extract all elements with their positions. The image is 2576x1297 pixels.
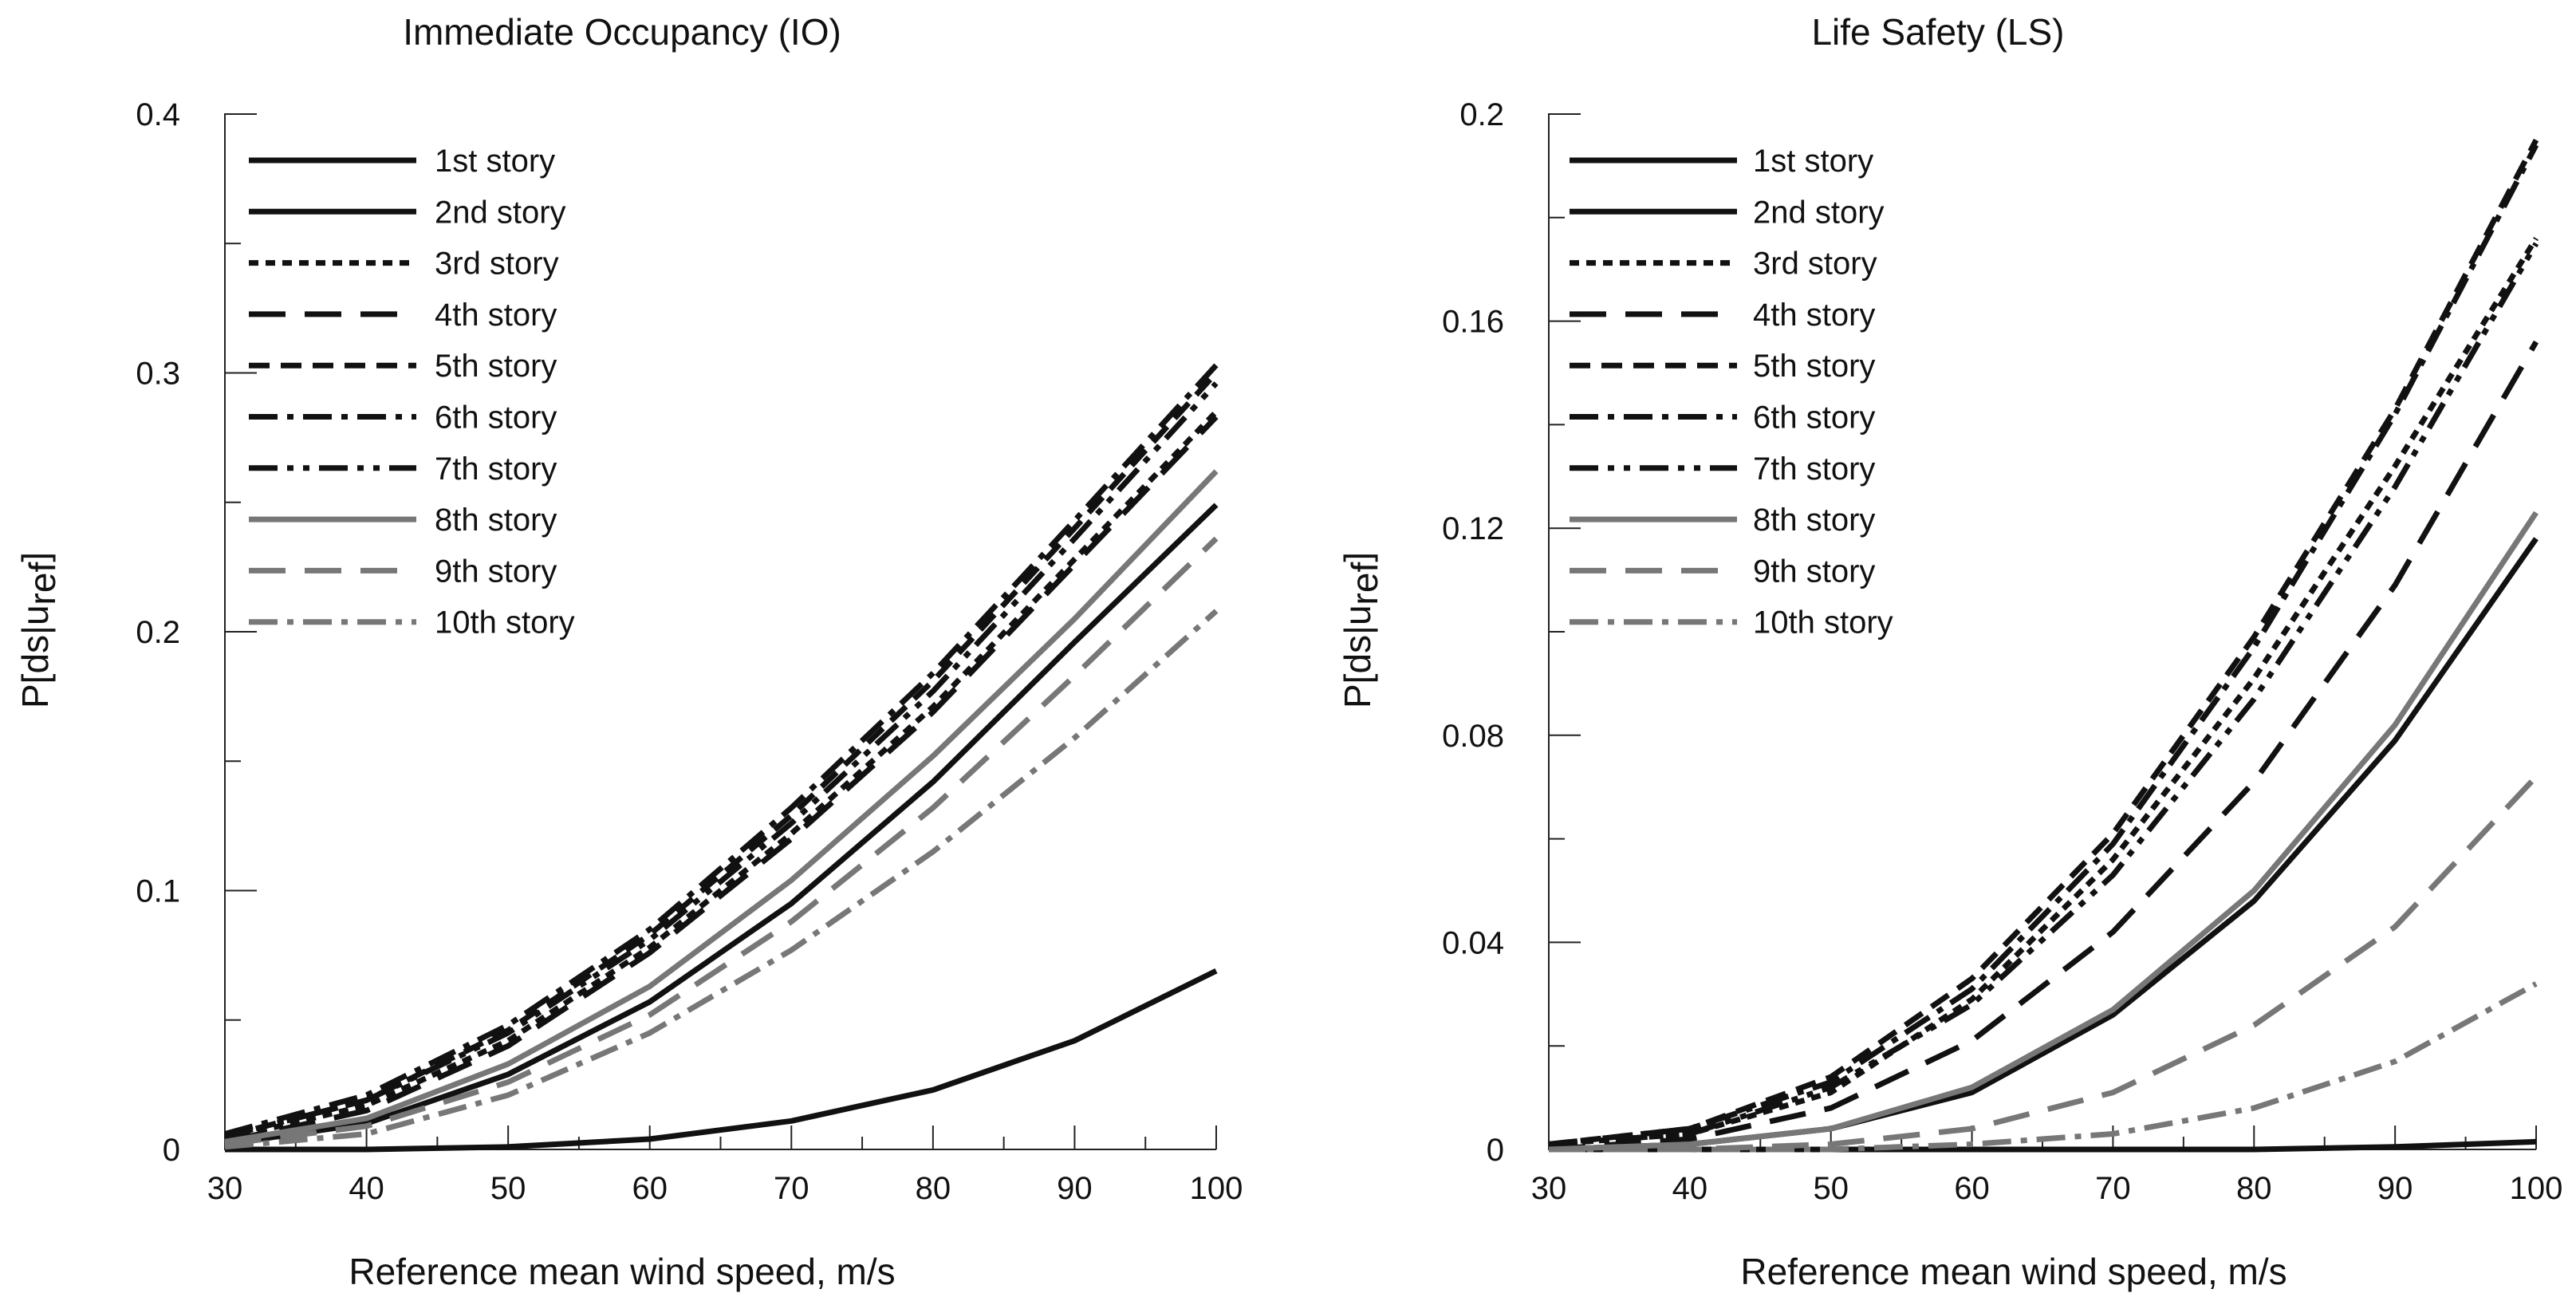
ls-legend-label-8: 8th story xyxy=(1753,503,1875,538)
io-legend-label-2: 2nd story xyxy=(435,195,566,230)
ls-legend-label-6: 6th story xyxy=(1753,400,1875,436)
ls-y-tick-label: 0.16 xyxy=(1442,305,1504,340)
io-x-axis-label: Reference mean wind speed, m/s xyxy=(349,1251,895,1292)
ls-y-tick-label: 0.04 xyxy=(1442,925,1504,960)
ls-legend-label-7: 7th story xyxy=(1753,451,1875,487)
ls-legend-label-9: 9th story xyxy=(1753,554,1875,589)
ls-chart-title: Life Safety (LS) xyxy=(1811,11,2064,53)
io-legend-label-7: 7th story xyxy=(435,451,557,487)
ls-x-tick-label: 30 xyxy=(1531,1171,1567,1206)
io-x-tick-label: 100 xyxy=(1190,1171,1243,1206)
ls-x-tick-label: 70 xyxy=(2095,1171,2131,1206)
io-y-tick-label: 0 xyxy=(163,1133,180,1168)
ls-series-line-2 xyxy=(1548,537,2539,1153)
io-x-tick-label: 40 xyxy=(349,1171,384,1206)
io-series-line-8 xyxy=(224,469,1219,1145)
ls-x-tick-label: 60 xyxy=(1954,1171,1990,1206)
ls-y-tick-label: 0.08 xyxy=(1442,719,1504,754)
io-x-tick-label: 70 xyxy=(774,1171,809,1206)
io-legend-label-10: 10th story xyxy=(435,605,575,641)
io-y-tick-label: 0.1 xyxy=(136,874,180,909)
io-legend-label-4: 4th story xyxy=(435,298,557,333)
ls-series-line-8 xyxy=(1548,511,2539,1153)
ls-series-line-10 xyxy=(1549,981,2538,1153)
io-legend-label-3: 3rd story xyxy=(435,246,559,282)
io-series-line-5 xyxy=(224,371,1219,1140)
io-legend-label-8: 8th story xyxy=(435,503,557,538)
ls-legend-label-5: 5th story xyxy=(1753,349,1875,384)
ls-legend-label-4: 4th story xyxy=(1753,298,1875,333)
ls-y-axis-label: P[ds|uref] xyxy=(1337,552,1385,708)
io-legend-label-5: 5th story xyxy=(435,349,557,384)
io-panel: Immediate Occupancy (IO) Reference mean … xyxy=(14,11,1243,1292)
ls-series-line-7 xyxy=(1548,242,2539,1147)
io-x-tick-label: 30 xyxy=(207,1171,243,1206)
io-y-axis-label: P[ds|uref] xyxy=(14,552,63,708)
io-series-line-3 xyxy=(224,409,1219,1142)
ls-panel: Life Safety (LS) Reference mean wind spe… xyxy=(1337,11,2562,1292)
io-series-line-10 xyxy=(224,609,1219,1150)
ls-series-line-6 xyxy=(1548,144,2539,1147)
ls-legend-label-3: 3rd story xyxy=(1753,246,1877,282)
ls-series-line-5 xyxy=(1548,138,2539,1147)
io-series-line-2 xyxy=(224,503,1219,1147)
ls-y-tick-label: 0 xyxy=(1487,1133,1504,1168)
ls-legend-label-1: 1st story xyxy=(1753,144,1873,179)
ls-series-line-3 xyxy=(1548,236,2539,1147)
ls-legend-label-10: 10th story xyxy=(1753,605,1893,641)
ls-legend-label-2: 2nd story xyxy=(1753,195,1885,230)
ls-x-tick-label: 90 xyxy=(2377,1171,2413,1206)
io-x-tick-label: 60 xyxy=(632,1171,668,1206)
ls-y-tick-label: 0.2 xyxy=(1459,97,1504,132)
ls-series-line-4 xyxy=(1548,340,2539,1153)
io-x-tick-label: 90 xyxy=(1057,1171,1093,1206)
ls-series-line-9 xyxy=(1549,775,2539,1153)
ls-x-axis-label: Reference mean wind speed, m/s xyxy=(1740,1251,2286,1292)
io-y-tick-label: 0.3 xyxy=(136,357,180,392)
io-legend-label-6: 6th story xyxy=(435,400,557,436)
ls-y-tick-label: 0.12 xyxy=(1442,511,1504,546)
io-series-line-9 xyxy=(224,536,1219,1147)
ls-x-tick-label: 50 xyxy=(1813,1171,1849,1206)
io-series-line-6 xyxy=(224,363,1219,1137)
io-x-tick-label: 50 xyxy=(490,1171,526,1206)
ls-x-tick-label: 40 xyxy=(1672,1171,1708,1206)
io-chart-title: Immediate Occupancy (IO) xyxy=(403,11,841,53)
io-series-line-4 xyxy=(224,415,1219,1145)
io-legend-label-9: 9th story xyxy=(435,554,557,589)
io-x-tick-label: 80 xyxy=(916,1171,951,1206)
io-series-line-1 xyxy=(225,968,1218,1153)
io-y-tick-label: 0.2 xyxy=(136,615,180,650)
io-series-line-7 xyxy=(224,381,1219,1140)
ls-x-tick-label: 100 xyxy=(2510,1171,2563,1206)
io-y-tick-label: 0.4 xyxy=(136,97,180,132)
ls-x-tick-label: 80 xyxy=(2236,1171,2272,1206)
io-legend-label-1: 1st story xyxy=(435,144,555,179)
